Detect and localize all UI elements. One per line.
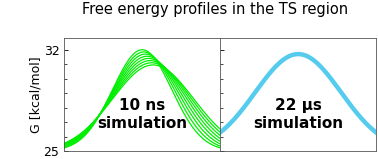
Text: 10 ns
simulation: 10 ns simulation bbox=[97, 98, 187, 131]
Text: Free energy profiles in the TS region: Free energy profiles in the TS region bbox=[82, 2, 349, 17]
Text: 22 μs
simulation: 22 μs simulation bbox=[253, 98, 343, 131]
Y-axis label: G [kcal/mol]: G [kcal/mol] bbox=[29, 56, 42, 133]
